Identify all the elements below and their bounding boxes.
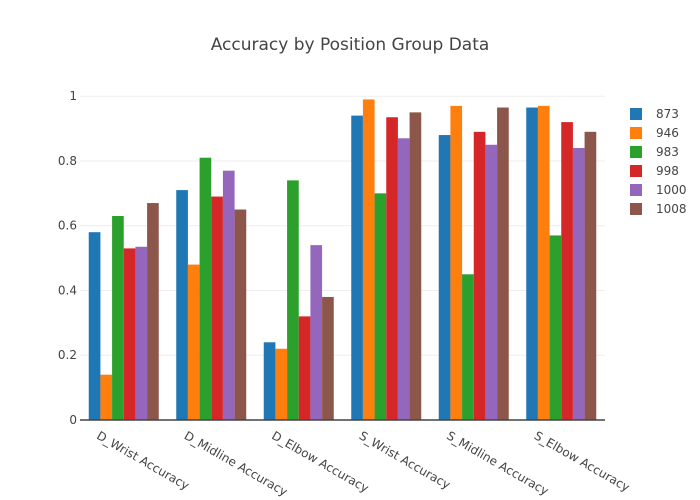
bar-1000-4[interactable] xyxy=(485,144,498,420)
legend-item-983[interactable]: 983 xyxy=(630,145,679,159)
bar-983-3[interactable] xyxy=(374,193,387,420)
bars[interactable] xyxy=(88,99,597,421)
bar-1008-3[interactable] xyxy=(409,112,422,420)
legend[interactable]: 873 946 983 998 1000 1008 xyxy=(630,107,687,216)
bar-998-4[interactable] xyxy=(473,131,486,421)
bar-873-4[interactable] xyxy=(438,135,451,421)
bar-1008-5[interactable] xyxy=(584,131,597,421)
bar-1008-1[interactable] xyxy=(234,209,247,420)
legend-swatch xyxy=(630,203,642,215)
bar-998-2[interactable] xyxy=(298,316,311,420)
chart-title: Accuracy by Position Group Data xyxy=(211,35,490,55)
bar-873-5[interactable] xyxy=(526,107,538,421)
bar-946-1[interactable] xyxy=(187,264,200,420)
bar-1008-0[interactable] xyxy=(147,203,159,420)
bar-983-1[interactable] xyxy=(199,157,212,420)
bar-873-0[interactable] xyxy=(88,232,101,420)
bar-998-0[interactable] xyxy=(123,248,136,420)
gridlines xyxy=(80,95,605,356)
y-tick-label: 1 xyxy=(69,89,77,103)
bar-998-3[interactable] xyxy=(386,117,398,420)
legend-label: 946 xyxy=(656,126,679,140)
legend-item-946[interactable]: 946 xyxy=(630,126,679,140)
legend-swatch xyxy=(630,108,642,120)
legend-label: 998 xyxy=(656,164,679,178)
y-tick-label: 0 xyxy=(69,413,77,427)
y-tick-label: 0.6 xyxy=(58,219,77,233)
bar-1000-5[interactable] xyxy=(572,148,585,420)
y-tick-label: 0.8 xyxy=(58,154,77,168)
bar-998-5[interactable] xyxy=(561,122,573,420)
bar-1000-0[interactable] xyxy=(135,246,148,420)
bar-873-1[interactable] xyxy=(176,190,188,420)
bar-873-3[interactable] xyxy=(351,115,363,420)
legend-item-998[interactable]: 998 xyxy=(630,164,679,178)
bar-1000-1[interactable] xyxy=(222,170,235,420)
legend-swatch xyxy=(630,146,642,158)
bar-1008-4[interactable] xyxy=(497,107,509,421)
bar-946-3[interactable] xyxy=(362,99,375,420)
legend-label: 1008 xyxy=(656,202,687,216)
bar-983-2[interactable] xyxy=(287,180,299,420)
bar-1000-3[interactable] xyxy=(397,138,410,421)
legend-item-1008[interactable]: 1008 xyxy=(630,202,687,216)
bar-946-4[interactable] xyxy=(450,105,463,421)
y-axis-ticks: 0 0.2 0.4 0.6 0.8 1 xyxy=(58,89,77,427)
bar-983-5[interactable] xyxy=(549,235,562,420)
legend-swatch xyxy=(630,165,642,177)
bar-946-2[interactable] xyxy=(275,348,288,420)
y-tick-label: 0.2 xyxy=(58,348,77,362)
bar-873-2[interactable] xyxy=(263,342,276,420)
legend-label: 983 xyxy=(656,145,679,159)
bar-1008-2[interactable] xyxy=(322,296,334,420)
bar-983-0[interactable] xyxy=(112,216,124,420)
legend-label: 873 xyxy=(656,107,679,121)
bar-946-0[interactable] xyxy=(100,374,113,420)
bar-983-4[interactable] xyxy=(462,274,474,420)
y-tick-label: 0.4 xyxy=(58,283,77,297)
legend-item-1000[interactable]: 1000 xyxy=(630,183,687,197)
bar-946-5[interactable] xyxy=(537,105,550,421)
legend-swatch xyxy=(630,127,642,139)
legend-label: 1000 xyxy=(656,183,687,197)
legend-swatch xyxy=(630,184,642,196)
x-tick-label: D_Wrist Accuracy xyxy=(94,428,191,492)
bar-998-1[interactable] xyxy=(211,196,223,420)
legend-item-873[interactable]: 873 xyxy=(630,107,679,121)
bar-1000-2[interactable] xyxy=(310,245,323,420)
